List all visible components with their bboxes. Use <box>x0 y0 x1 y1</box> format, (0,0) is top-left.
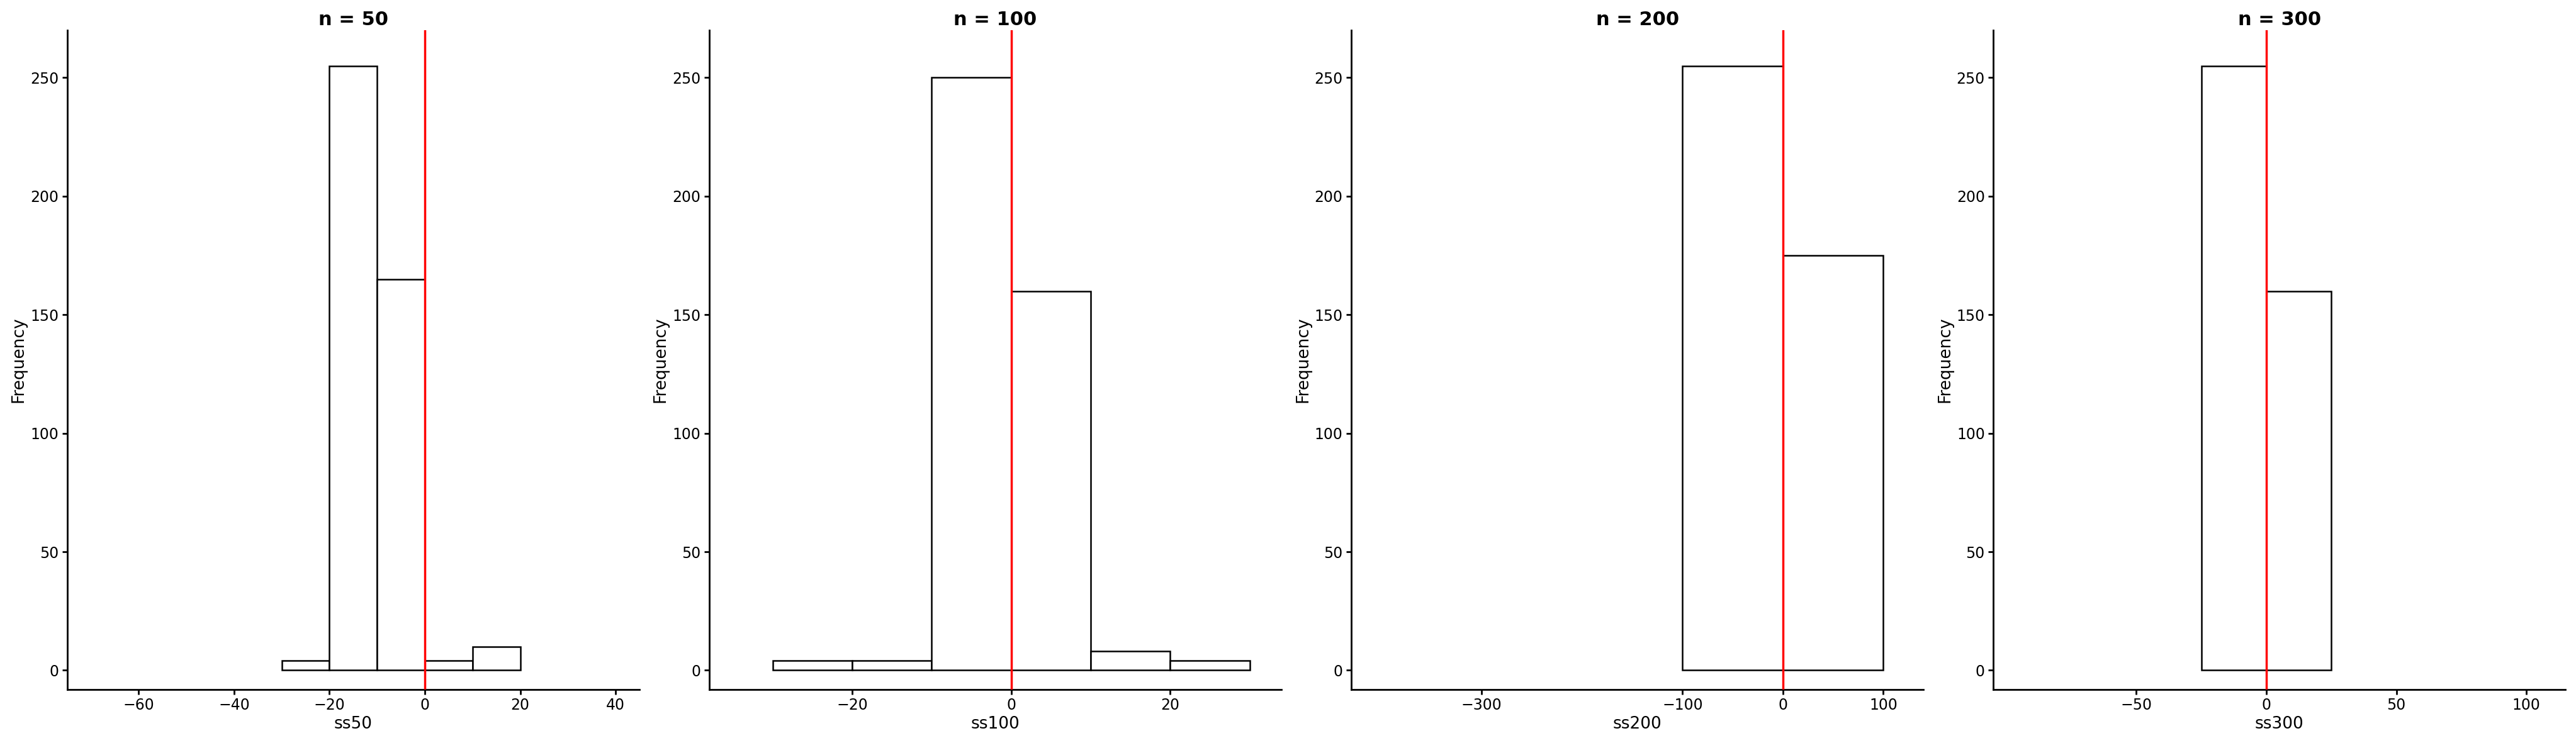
X-axis label: ss100: ss100 <box>971 716 1020 733</box>
Bar <box>1682 66 1783 670</box>
Bar <box>1170 661 1249 670</box>
Bar <box>1090 652 1170 670</box>
Bar <box>1012 291 1090 670</box>
Title: n = 50: n = 50 <box>319 10 389 29</box>
X-axis label: ss200: ss200 <box>1613 716 1662 733</box>
Bar <box>933 77 1012 670</box>
Bar <box>281 661 330 670</box>
Y-axis label: Frequency: Frequency <box>1296 317 1311 403</box>
Y-axis label: Frequency: Frequency <box>652 317 670 403</box>
Title: n = 100: n = 100 <box>953 10 1038 29</box>
Bar <box>773 661 853 670</box>
X-axis label: ss50: ss50 <box>335 716 374 733</box>
Title: n = 200: n = 200 <box>1595 10 1680 29</box>
Bar <box>376 279 425 670</box>
Bar <box>2267 291 2331 670</box>
Bar <box>471 646 520 670</box>
Bar <box>2202 66 2267 670</box>
Bar <box>1783 256 1883 670</box>
Title: n = 300: n = 300 <box>2239 10 2321 29</box>
Bar <box>425 661 471 670</box>
X-axis label: ss300: ss300 <box>2254 716 2303 733</box>
Bar <box>853 661 933 670</box>
Y-axis label: Frequency: Frequency <box>10 317 26 403</box>
Bar <box>330 66 376 670</box>
Y-axis label: Frequency: Frequency <box>1937 317 1953 403</box>
